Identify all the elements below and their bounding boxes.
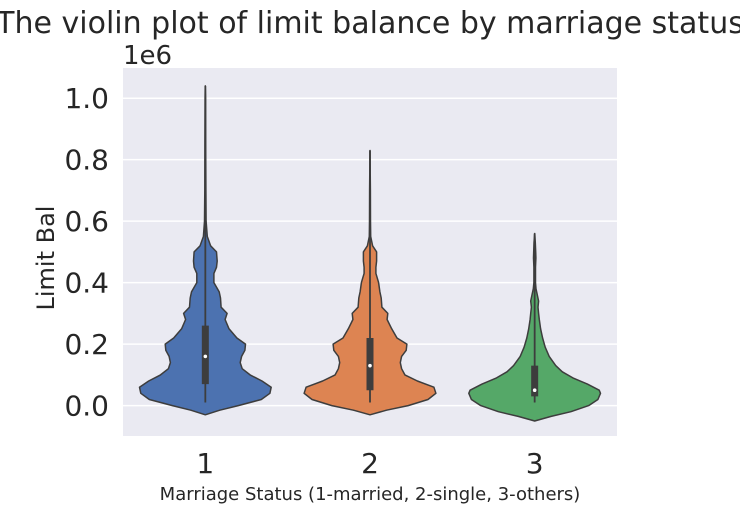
y-tick-label: 0.4	[64, 267, 109, 300]
violin-2	[303, 149, 437, 416]
y-tick-label: 0.2	[64, 328, 109, 361]
y-offset-label: 1e6	[123, 41, 172, 71]
chart-title: The violin plot of limit balance by marr…	[0, 6, 740, 41]
x-tick-labels: 1 2 3	[196, 447, 543, 480]
violin-3	[468, 232, 602, 422]
y-tick-label: 1.0	[64, 82, 109, 115]
y-tick-label: 0.0	[64, 390, 109, 423]
violin-median-dot	[368, 363, 372, 368]
x-tick-label: 2	[361, 447, 379, 480]
y-axis-label: Limit Bal	[32, 206, 60, 311]
y-tick-labels: 0.0 0.2 0.4 0.6 0.8 1.0	[64, 82, 109, 422]
violins	[138, 85, 602, 422]
violin-median-dot	[532, 388, 537, 393]
x-tick-label: 1	[196, 447, 214, 480]
violin-median-dot	[203, 354, 208, 359]
violin-1	[138, 85, 272, 416]
x-tick-label: 3	[526, 447, 544, 480]
y-tick-label: 0.6	[64, 205, 109, 238]
y-tick-label: 0.8	[64, 144, 109, 177]
x-axis-label: Marriage Status (1-married, 2-single, 3-…	[160, 484, 581, 505]
